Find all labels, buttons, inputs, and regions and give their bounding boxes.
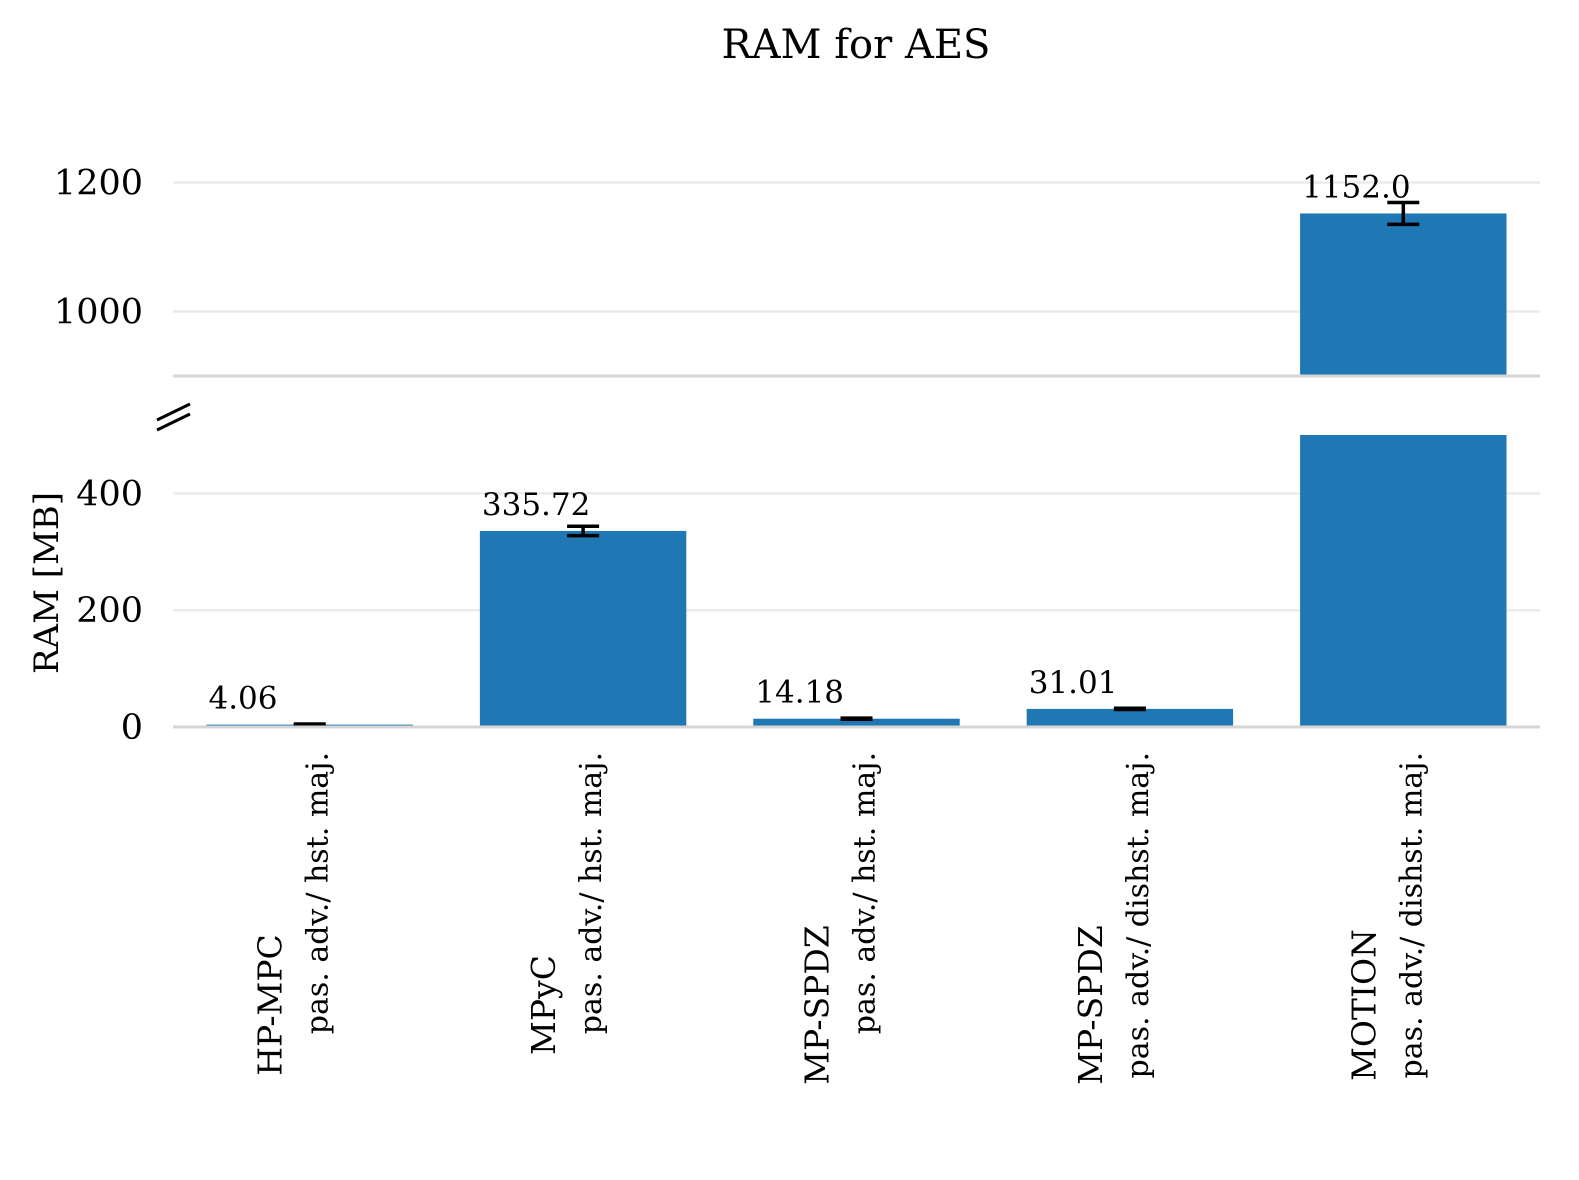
x-tick-label-name: MP-SPDZ	[1071, 925, 1110, 1085]
x-tick-label-setting: pas. adv./ dishst. maj.	[1394, 752, 1429, 1078]
axis-break-mark	[156, 412, 191, 432]
x-tick-label-name: MP-SPDZ	[798, 925, 837, 1085]
x-tick-label-setting: pas. adv./ hst. maj.	[848, 752, 883, 1034]
x-tick-label-name: MOTION	[1344, 929, 1383, 1081]
bar-lower-segment	[1300, 435, 1507, 727]
y-tick-label: 1200	[54, 164, 143, 204]
y-tick-label: 0	[121, 708, 143, 748]
x-tick-label-setting: pas. adv./ hst. maj.	[574, 752, 609, 1034]
bar-upper-segment	[1300, 213, 1507, 376]
data-label: 1152.0	[1302, 169, 1410, 205]
y-tick-label: 200	[76, 591, 143, 631]
axis-layer	[156, 374, 1540, 729]
data-label: 4.06	[208, 681, 277, 717]
data-label: 14.18	[755, 675, 844, 711]
y-tick-label: 1000	[54, 293, 143, 333]
bar	[479, 530, 687, 727]
bar-layer	[206, 200, 1507, 727]
axis-break-mark	[156, 402, 191, 422]
chart-title: RAM for AES	[722, 22, 991, 68]
y-axis-label: RAM [MB]	[27, 492, 67, 674]
x-tick-label-name: MPyC	[524, 955, 563, 1055]
bar	[1026, 708, 1234, 727]
y-tick-label: 400	[76, 474, 143, 514]
bar	[753, 718, 960, 727]
x-tick-label-name: HP-MPC	[251, 934, 290, 1076]
x-tick-label-setting: pas. adv./ hst. maj.	[301, 752, 336, 1034]
data-label: 335.72	[482, 487, 590, 523]
x-tick-label-setting: pas. adv./ dishst. maj.	[1121, 752, 1156, 1078]
label-layer: 0 200 400 1000 1200 4.06 HP-MPC pas. adv./ hst.…	[54, 164, 1429, 1085]
data-label: 31.01	[1029, 665, 1118, 701]
